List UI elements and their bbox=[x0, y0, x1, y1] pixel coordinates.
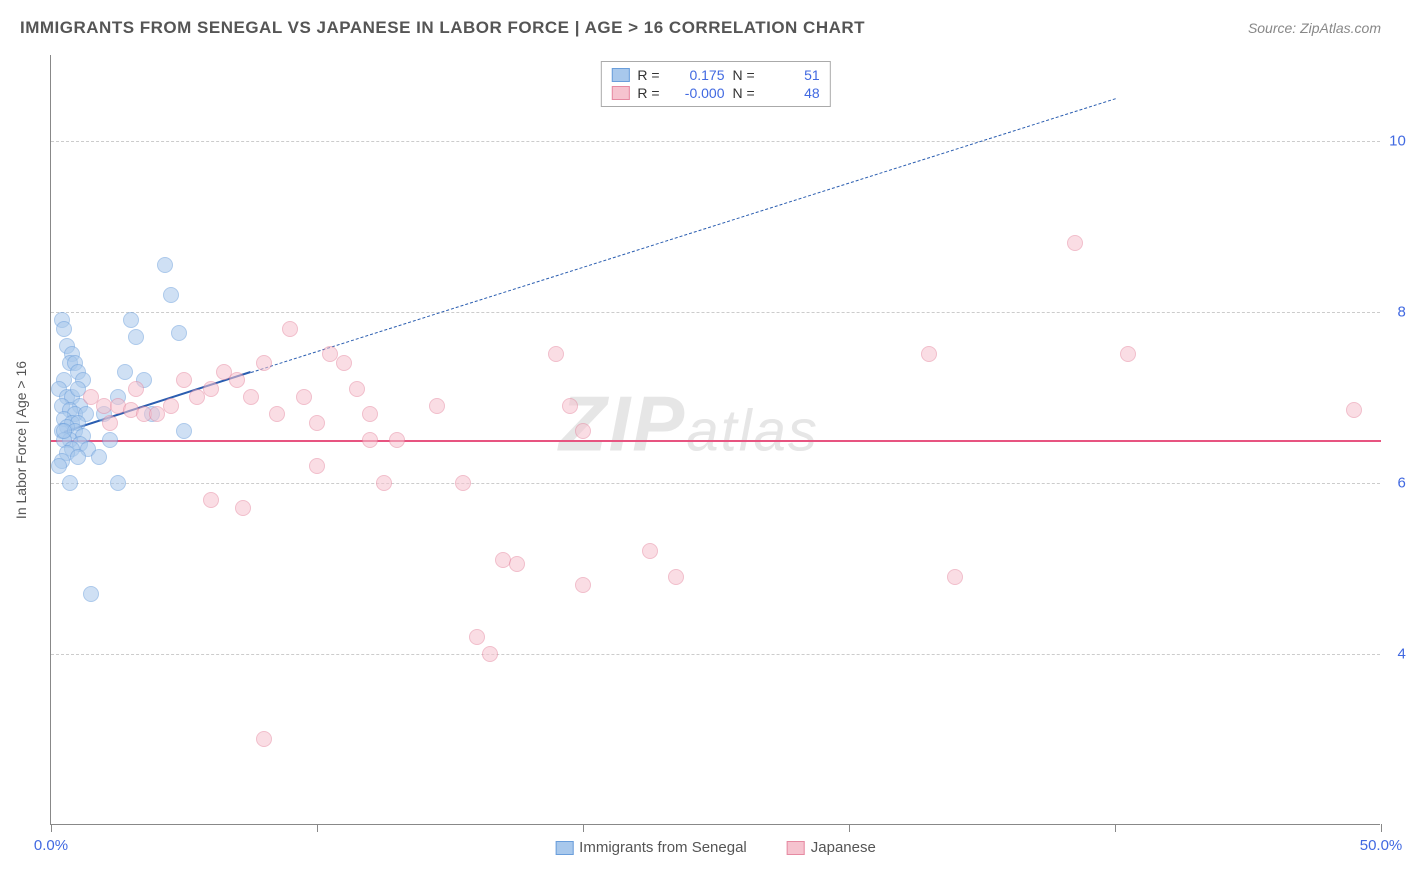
xtick bbox=[317, 824, 318, 832]
scatter-point bbox=[429, 398, 445, 414]
swatch-japanese-icon bbox=[787, 841, 805, 855]
scatter-point bbox=[256, 355, 272, 371]
legend-item-japanese: Japanese bbox=[787, 839, 876, 856]
stats-row-japanese: R = -0.000 N = 48 bbox=[611, 84, 819, 102]
ytick-label: 40.0% bbox=[1385, 645, 1406, 662]
scatter-point bbox=[575, 423, 591, 439]
r-value-senegal: 0.175 bbox=[670, 67, 725, 83]
y-axis-label: In Labor Force | Age > 16 bbox=[13, 360, 29, 518]
series-legend: Immigrants from Senegal Japanese bbox=[555, 839, 876, 856]
scatter-point bbox=[376, 475, 392, 491]
r-label: R = bbox=[637, 85, 659, 101]
scatter-point bbox=[157, 257, 173, 273]
plot-area: ZIPatlas In Labor Force | Age > 16 R = 0… bbox=[50, 55, 1380, 825]
r-label: R = bbox=[637, 67, 659, 83]
scatter-point bbox=[309, 458, 325, 474]
scatter-point bbox=[362, 432, 378, 448]
scatter-point bbox=[51, 458, 67, 474]
n-value-senegal: 51 bbox=[765, 67, 820, 83]
scatter-point bbox=[562, 398, 578, 414]
source-label: Source: ZipAtlas.com bbox=[1248, 20, 1381, 36]
scatter-point bbox=[1346, 402, 1362, 418]
ytick-label: 80.0% bbox=[1385, 303, 1406, 320]
xtick bbox=[1115, 824, 1116, 832]
scatter-point bbox=[482, 646, 498, 662]
gridline-h bbox=[51, 312, 1380, 313]
xtick-label: 50.0% bbox=[1360, 837, 1403, 854]
watermark-atlas: atlas bbox=[686, 399, 819, 464]
n-value-japanese: 48 bbox=[765, 85, 820, 101]
scatter-point bbox=[668, 569, 684, 585]
ytick-label: 60.0% bbox=[1385, 474, 1406, 491]
xtick bbox=[51, 824, 52, 832]
trend-line bbox=[250, 98, 1115, 373]
scatter-point bbox=[229, 372, 245, 388]
scatter-point bbox=[56, 321, 72, 337]
legend-label-japanese: Japanese bbox=[811, 839, 876, 856]
watermark: ZIPatlas bbox=[559, 379, 819, 470]
scatter-point bbox=[123, 312, 139, 328]
swatch-japanese bbox=[611, 86, 629, 100]
scatter-point bbox=[163, 287, 179, 303]
stats-legend: R = 0.175 N = 51 R = -0.000 N = 48 bbox=[600, 61, 830, 107]
scatter-point bbox=[947, 569, 963, 585]
scatter-point bbox=[336, 355, 352, 371]
n-label: N = bbox=[733, 85, 755, 101]
scatter-point bbox=[509, 556, 525, 572]
scatter-point bbox=[243, 389, 259, 405]
gridline-h bbox=[51, 141, 1380, 142]
scatter-point bbox=[309, 415, 325, 431]
legend-item-senegal: Immigrants from Senegal bbox=[555, 839, 747, 856]
scatter-point bbox=[235, 500, 251, 516]
stats-row-senegal: R = 0.175 N = 51 bbox=[611, 66, 819, 84]
scatter-point bbox=[83, 586, 99, 602]
scatter-point bbox=[176, 372, 192, 388]
scatter-point bbox=[128, 381, 144, 397]
scatter-point bbox=[256, 731, 272, 747]
xtick bbox=[1381, 824, 1382, 832]
trend-line bbox=[51, 440, 1381, 442]
scatter-point bbox=[176, 423, 192, 439]
swatch-senegal bbox=[611, 68, 629, 82]
scatter-point bbox=[110, 475, 126, 491]
scatter-point bbox=[102, 415, 118, 431]
scatter-point bbox=[163, 398, 179, 414]
chart-container: IMMIGRANTS FROM SENEGAL VS JAPANESE IN L… bbox=[0, 0, 1406, 892]
swatch-senegal-icon bbox=[555, 841, 573, 855]
scatter-point bbox=[921, 346, 937, 362]
n-label: N = bbox=[733, 67, 755, 83]
scatter-point bbox=[548, 346, 564, 362]
scatter-point bbox=[455, 475, 471, 491]
r-value-japanese: -0.000 bbox=[670, 85, 725, 101]
scatter-point bbox=[117, 364, 133, 380]
scatter-point bbox=[362, 406, 378, 422]
scatter-point bbox=[56, 423, 72, 439]
scatter-point bbox=[62, 475, 78, 491]
scatter-point bbox=[91, 449, 107, 465]
scatter-point bbox=[102, 432, 118, 448]
gridline-h bbox=[51, 483, 1380, 484]
xtick-label: 0.0% bbox=[34, 837, 68, 854]
chart-title: IMMIGRANTS FROM SENEGAL VS JAPANESE IN L… bbox=[20, 18, 865, 38]
scatter-point bbox=[171, 325, 187, 341]
scatter-point bbox=[128, 329, 144, 345]
scatter-point bbox=[296, 389, 312, 405]
scatter-point bbox=[203, 492, 219, 508]
ytick-label: 100.0% bbox=[1385, 132, 1406, 149]
xtick bbox=[583, 824, 584, 832]
scatter-point bbox=[389, 432, 405, 448]
scatter-point bbox=[349, 381, 365, 397]
scatter-point bbox=[70, 449, 86, 465]
scatter-point bbox=[642, 543, 658, 559]
gridline-h bbox=[51, 654, 1380, 655]
legend-label-senegal: Immigrants from Senegal bbox=[579, 839, 747, 856]
scatter-point bbox=[1120, 346, 1136, 362]
scatter-point bbox=[575, 577, 591, 593]
scatter-point bbox=[282, 321, 298, 337]
scatter-point bbox=[469, 629, 485, 645]
xtick bbox=[849, 824, 850, 832]
scatter-point bbox=[203, 381, 219, 397]
scatter-point bbox=[1067, 235, 1083, 251]
scatter-point bbox=[269, 406, 285, 422]
